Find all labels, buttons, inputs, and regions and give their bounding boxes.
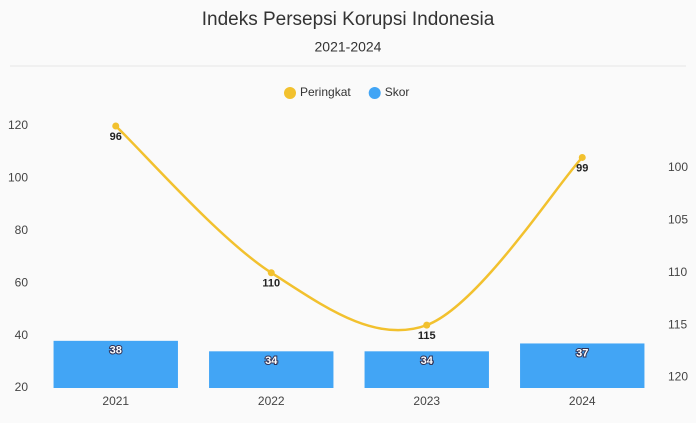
line-point	[112, 122, 120, 130]
bar	[364, 351, 489, 388]
y-tick-label: 20	[15, 380, 29, 394]
bar	[209, 351, 334, 388]
line	[114, 125, 584, 332]
line-point	[423, 321, 431, 329]
x-tick-label: 2023	[413, 394, 440, 408]
y2-tick-label: 110	[668, 265, 687, 279]
x-tick-label: 2024	[569, 394, 596, 408]
y2-tick-label: 100	[668, 160, 688, 174]
bar	[520, 343, 645, 388]
bar-label: 37	[576, 347, 588, 359]
y-tick-label: 80	[15, 223, 29, 237]
y-tick-label: 100	[8, 171, 28, 185]
x-tick-label: 2021	[102, 394, 129, 408]
x-tick-label: 2022	[258, 394, 285, 408]
line-label: 110	[262, 278, 280, 290]
y-tick-label: 120	[8, 118, 28, 132]
line-label: 115	[418, 330, 436, 342]
line-point	[578, 153, 586, 161]
legend-marker	[284, 87, 296, 99]
y2-tick-label: 115	[668, 317, 687, 331]
chart-title: Indeks Persepsi Korupsi Indonesia	[202, 9, 495, 30]
chart-subtitle: 2021-2024	[315, 39, 382, 55]
bar-label: 34	[421, 355, 434, 367]
legend-label: Peringkat	[300, 85, 351, 99]
y2-tick-label: 120	[668, 370, 688, 384]
bar-label: 38	[110, 345, 122, 357]
line-point	[267, 269, 275, 277]
line-label: 99	[576, 162, 588, 174]
line-label: 96	[110, 131, 122, 143]
legend-marker	[368, 87, 381, 99]
bar-label: 34	[265, 355, 278, 367]
y2-tick-label: 105	[668, 212, 688, 226]
bar	[53, 340, 178, 388]
y-tick-label: 60	[15, 275, 29, 289]
y-tick-label: 40	[15, 328, 29, 342]
legend-label: Skor	[385, 85, 410, 99]
